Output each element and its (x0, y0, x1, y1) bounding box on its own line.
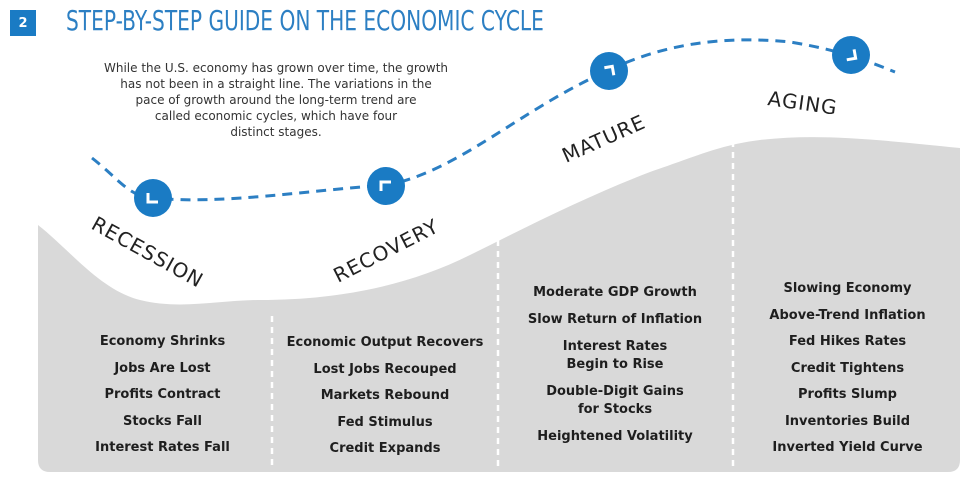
stage-label-mature: MATURE (558, 110, 649, 168)
list-item: Double-Digit Gains for Stocks (546, 384, 684, 417)
intro-paragraph: While the U.S. economy has grown over ti… (66, 60, 486, 140)
intro-line: While the U.S. economy has grown over ti… (103, 61, 449, 75)
list-item: Inventories Build (784, 413, 911, 429)
recovery-characteristics: Economic Output Recovers Lost Jobs Recou… (275, 334, 495, 467)
intro-line: has not been in a straight line. The var… (120, 77, 432, 91)
intro-line: pace of growth around the long-term tren… (135, 93, 417, 107)
list-item: Slow Return of Inflation (527, 312, 703, 327)
list-item: Fed Stimulus (337, 414, 433, 430)
intro-line: distinct stages. (230, 125, 322, 139)
intro-line: called economic cycles, which have four (154, 109, 398, 123)
stage-label-recession: RECESSION (88, 211, 208, 292)
list-item: Profits Slump (798, 387, 897, 402)
list-item: Lost Jobs Recouped (313, 361, 457, 377)
aging-characteristics: Slowing Economy Above-Trend Inflation Fe… (735, 280, 960, 466)
list-item: Fed Hikes Rates (788, 334, 907, 349)
corner-top-right-icon (590, 52, 628, 90)
list-item: Heightened Volatility (537, 429, 693, 444)
stage-label-aging: AGING (766, 86, 839, 120)
gray-wave-panel (38, 137, 960, 472)
list-item: Markets Rebound (320, 388, 450, 403)
corner-top-left-icon (367, 167, 405, 205)
corner-bottom-left-icon (134, 179, 172, 217)
list-item: Moderate GDP Growth (533, 285, 697, 300)
page-title: STEP-BY-STEP GUIDE ON THE ECONOMIC CYCLE (66, 4, 544, 37)
list-item: Jobs Are Lost (114, 360, 211, 376)
mature-characteristics: Moderate GDP Growth Slow Return of Infla… (500, 284, 730, 455)
list-item: Economy Shrinks (99, 334, 226, 349)
list-item: Above-Trend Inflation (769, 307, 926, 323)
list-item: Stocks Fall (123, 413, 202, 429)
list-item: Inverted Yield Curve (772, 440, 923, 455)
list-item: Slowing Economy (783, 281, 912, 296)
corner-bottom-right-icon (832, 36, 870, 74)
list-item: Interest Rates Fall (95, 440, 230, 455)
list-item: Economic Output Recovers (286, 335, 484, 350)
list-item: Interest Rates Begin to Rise (562, 339, 668, 372)
list-item: Credit Tightens (790, 360, 905, 376)
list-item: Credit Expands (329, 441, 441, 456)
section-number-badge: 2 (10, 10, 36, 36)
recession-characteristics: Economy Shrinks Jobs Are Lost Profits Co… (55, 333, 270, 466)
list-item: Profits Contract (104, 387, 221, 402)
